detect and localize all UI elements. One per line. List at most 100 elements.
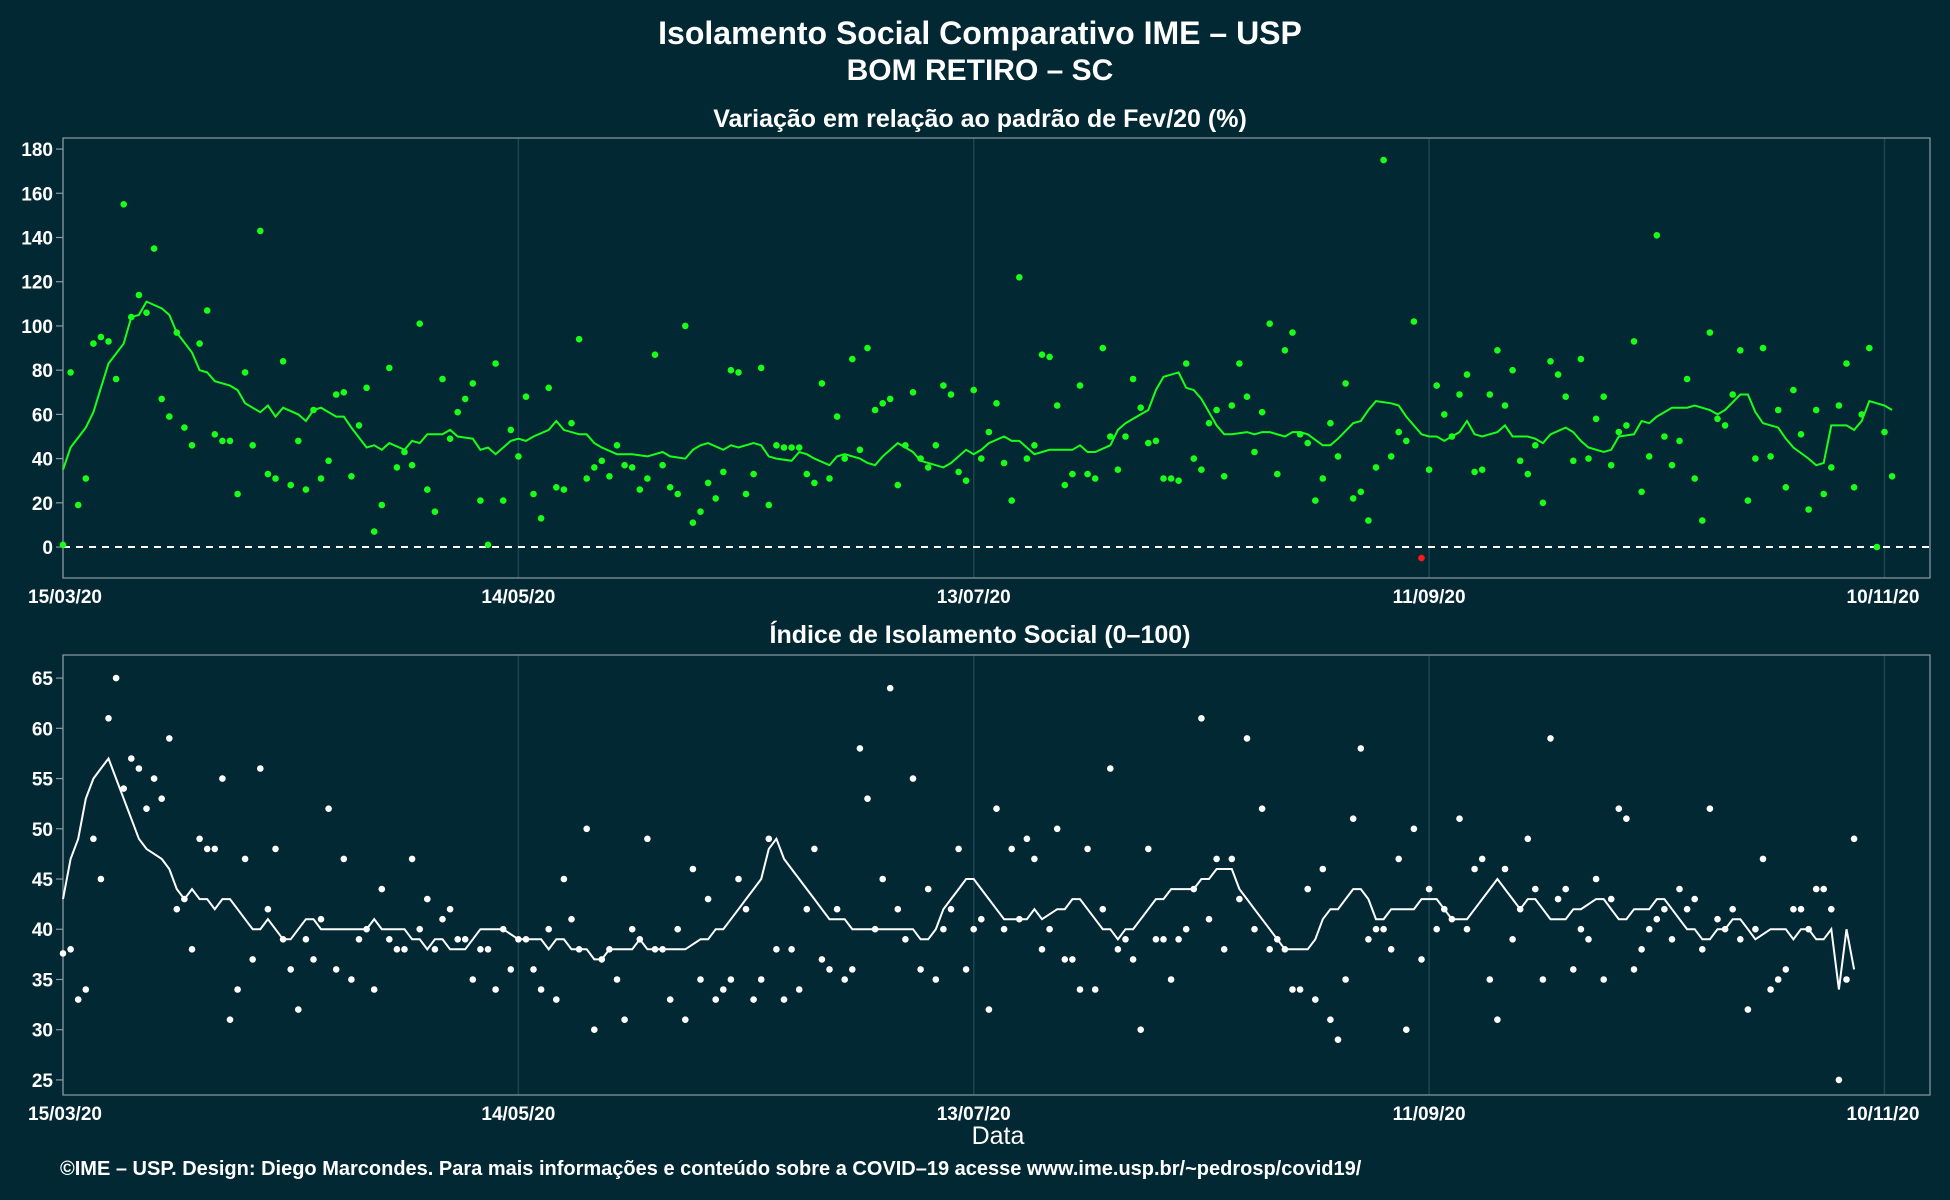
variation-data-point (993, 400, 1000, 407)
index-data-point (461, 936, 469, 943)
index-data-point (886, 684, 894, 692)
index-data-point (621, 1016, 628, 1023)
index-data-point (188, 946, 196, 953)
index-data-point (1198, 715, 1205, 722)
variation-data-point (1220, 473, 1228, 480)
y-tick-label: 45 (32, 870, 54, 891)
variation-data-point (1160, 475, 1167, 482)
variation-data-point (1539, 499, 1547, 507)
index-data-point (1228, 855, 1236, 863)
index-data-point (962, 966, 970, 973)
variation-data-point (871, 406, 879, 414)
variation-data-point (166, 413, 173, 420)
index-data-point (1638, 946, 1645, 953)
variation-data-point (811, 479, 818, 487)
index-data-point (401, 946, 408, 953)
variation-data-point (1076, 382, 1084, 389)
index-data-point (674, 925, 681, 933)
variation-data-point (932, 442, 940, 449)
variation-data-point (1767, 453, 1774, 460)
index-data-point (1441, 905, 1448, 913)
variation-data-point (955, 468, 962, 476)
index-data-point (1729, 905, 1736, 913)
index-data-point (484, 946, 492, 953)
index-data-point (1220, 946, 1228, 953)
index-data-point (757, 976, 765, 983)
index-data-point (1387, 946, 1395, 953)
variation-data-point (1729, 391, 1736, 398)
index-data-point (1524, 835, 1532, 843)
index-data-point (1152, 936, 1160, 943)
variation-data-point (257, 227, 264, 235)
index-data-point (871, 925, 879, 933)
index-data-point (135, 765, 143, 772)
y-tick-label: 80 (32, 361, 53, 382)
variation-data-point (203, 307, 211, 314)
variation-data-point (363, 384, 370, 392)
variation-data-point (1357, 488, 1365, 496)
index-data-point (1577, 925, 1585, 933)
variation-data-point (1600, 393, 1607, 401)
variation-data-point (1038, 351, 1046, 359)
variation-data-point (742, 490, 750, 498)
index-data-point (1774, 976, 1782, 983)
variation-data-point (128, 313, 135, 321)
variation-data-point (682, 322, 689, 330)
variation-data-point (917, 455, 924, 462)
variation-data-point (1418, 554, 1425, 562)
index-data-point (302, 936, 310, 943)
index-data-point (636, 936, 644, 943)
variation-data-point (856, 446, 864, 454)
variation-data-point (401, 448, 408, 456)
variation-data-point (416, 320, 424, 328)
variation-data-point (386, 364, 393, 372)
index-data-point (1076, 986, 1084, 993)
index-data-point (1319, 865, 1327, 873)
variation-data-point (1137, 404, 1144, 412)
index-data-point (879, 875, 886, 883)
index-data-point (469, 976, 477, 983)
variation-data-point (1046, 353, 1053, 361)
variation-data-point (522, 393, 530, 401)
variation-data-point (1175, 477, 1182, 485)
variation-data-point (1213, 406, 1220, 414)
variation-data-point (112, 375, 120, 383)
variation-data-point (1653, 232, 1661, 239)
index-data-point (279, 936, 287, 943)
index-data-point (332, 966, 340, 973)
variation-data-point (1744, 497, 1752, 504)
variation-data-point (1570, 457, 1577, 465)
variation-data-point (712, 495, 719, 502)
index-data-point (780, 996, 788, 1003)
variation-data-point (1638, 488, 1645, 496)
variation-data-point (325, 457, 332, 465)
index-data-point (1182, 925, 1190, 933)
index-data-point (773, 946, 780, 953)
variation-data-point (1501, 402, 1509, 409)
index-data-point (82, 986, 90, 993)
variation-data-point (219, 437, 226, 445)
variation-data-point (720, 468, 727, 476)
variation-data-point (1797, 431, 1805, 438)
index-data-point (1797, 905, 1805, 913)
variation-data-point (439, 375, 446, 383)
variation-data-point (150, 245, 158, 252)
variation-data-point (606, 473, 613, 480)
index-data-point (1175, 936, 1182, 943)
variation-data-point (249, 442, 256, 449)
index-data-point (1691, 895, 1698, 903)
variation-data-point (1395, 428, 1402, 436)
x-tick-label: 15/03/20 (28, 587, 102, 608)
variation-data-point (1107, 433, 1114, 440)
index-data-point (1737, 936, 1744, 943)
index-data-point (408, 855, 416, 863)
variation-data-point (1296, 431, 1304, 438)
index-data-point (317, 915, 325, 923)
index-data-point (841, 976, 848, 983)
variation-data-point (1714, 415, 1721, 423)
main-title-line1: Isolamento Social Comparativo IME – USP (658, 15, 1302, 51)
variation-data-point (568, 419, 575, 427)
y-tick-label: 35 (32, 970, 54, 991)
index-data-point (272, 845, 279, 853)
variation-data-point (1706, 329, 1714, 336)
